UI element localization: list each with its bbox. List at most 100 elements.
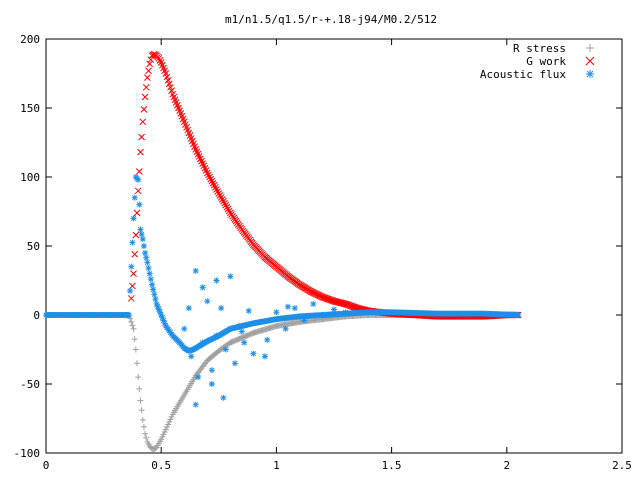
series-3-point — [220, 394, 227, 401]
series-2-point — [137, 226, 144, 233]
series-0-point — [136, 385, 143, 392]
series-0-point — [166, 418, 173, 425]
series-0-point — [139, 416, 146, 423]
series-0-point — [130, 325, 137, 332]
series-1-point — [140, 106, 148, 113]
series-1-point — [144, 74, 151, 81]
x-axis-ticks: 0 0.5 1 1.5 2 2.5 — [43, 39, 632, 472]
series-2-point — [140, 243, 147, 249]
series-1-point — [206, 173, 213, 181]
series-1-point — [210, 181, 218, 189]
series-3-point — [185, 305, 192, 312]
series-3-point — [236, 323, 243, 330]
series-0-point — [143, 434, 150, 441]
series-1-point — [134, 187, 142, 195]
series-0-point — [168, 413, 175, 420]
series-2-point — [138, 231, 145, 238]
series-3-point — [291, 305, 298, 312]
series-1-point — [133, 209, 141, 217]
series-3-point — [208, 381, 215, 387]
series-3-point — [241, 339, 248, 346]
data-points — [43, 50, 522, 452]
series-1-point — [209, 179, 217, 187]
series-2-point — [152, 296, 159, 303]
legend-label: R stress — [513, 42, 566, 55]
series-1-point — [137, 148, 144, 156]
y-tick-label: 150 — [20, 102, 40, 115]
series-3-point — [222, 346, 229, 353]
series-3-point — [199, 339, 206, 346]
series-1-point — [203, 169, 211, 177]
series-2-point — [139, 236, 146, 243]
series-2-point — [515, 312, 522, 318]
y-tick-label: 200 — [20, 33, 40, 46]
series-0-point — [138, 407, 145, 414]
series-3-point — [188, 353, 195, 360]
x-tick-label: 2 — [503, 459, 510, 472]
x-tick-label: 0.5 — [151, 459, 171, 472]
series-3-point — [199, 284, 206, 291]
series-3-point — [257, 318, 264, 325]
series-3-point — [284, 303, 291, 310]
series-0-point — [131, 336, 138, 343]
series-0-point — [134, 360, 141, 367]
series-3-point — [181, 325, 188, 332]
series-1-point — [131, 250, 139, 258]
chart-title: m1/n1.5/q1.5/r-+.18-j94/M0.2/512 — [225, 13, 437, 26]
series-1-point — [130, 270, 137, 277]
series-3-point — [227, 273, 234, 280]
series-1-point — [214, 188, 222, 195]
series-1-point — [139, 118, 147, 126]
series-1-point — [156, 57, 164, 64]
legend-label: Acoustic flux — [480, 68, 566, 81]
series-0-point — [128, 318, 135, 325]
series-2-point — [136, 201, 143, 208]
y-tick-label: 100 — [20, 171, 40, 184]
series-0-point — [142, 430, 149, 437]
series-3-point — [310, 300, 317, 307]
series-1-point — [211, 183, 219, 191]
series-0-point — [137, 397, 144, 404]
legend-marker — [586, 44, 594, 52]
series-2-point — [130, 215, 137, 222]
series-1-point — [215, 190, 223, 197]
series-2-point — [135, 176, 142, 183]
legend-marker — [585, 56, 595, 66]
series-2-point — [148, 281, 155, 288]
series-3-point — [301, 317, 308, 324]
x-tick-label: 0 — [43, 459, 50, 472]
series-0-point — [162, 426, 169, 433]
legend-marker — [586, 70, 594, 78]
series-1-point — [224, 205, 232, 213]
y-tick-label: -50 — [20, 378, 40, 391]
series-3-point — [192, 267, 199, 274]
series-3-point — [250, 350, 257, 357]
series-1-point — [141, 93, 149, 101]
y-tick-label: 0 — [33, 309, 40, 322]
series-2-point — [145, 265, 152, 272]
series-3-point — [342, 309, 349, 316]
y-tick-label: -100 — [14, 447, 41, 460]
series-0-point — [140, 423, 147, 430]
series-1-point — [146, 60, 154, 68]
series-2-point — [128, 263, 135, 270]
series-2-point — [127, 287, 134, 294]
series-1-point — [217, 194, 225, 201]
series-3-point — [273, 309, 280, 316]
series-0-point — [167, 416, 174, 423]
series-2-point — [144, 259, 151, 266]
series-2-point — [150, 286, 157, 293]
series-2-point — [146, 270, 153, 277]
series-2-point — [131, 194, 138, 201]
series-3-point — [204, 298, 211, 305]
series-1-point — [221, 199, 228, 207]
series-1-point — [207, 175, 215, 183]
series-3-point — [213, 277, 220, 284]
y-tick-label: 50 — [27, 240, 40, 253]
series-2-point — [143, 254, 150, 261]
x-tick-label: 2.5 — [612, 459, 632, 472]
series-1-point — [216, 192, 224, 199]
series-3-point — [282, 325, 289, 332]
series-1-point — [145, 67, 152, 75]
